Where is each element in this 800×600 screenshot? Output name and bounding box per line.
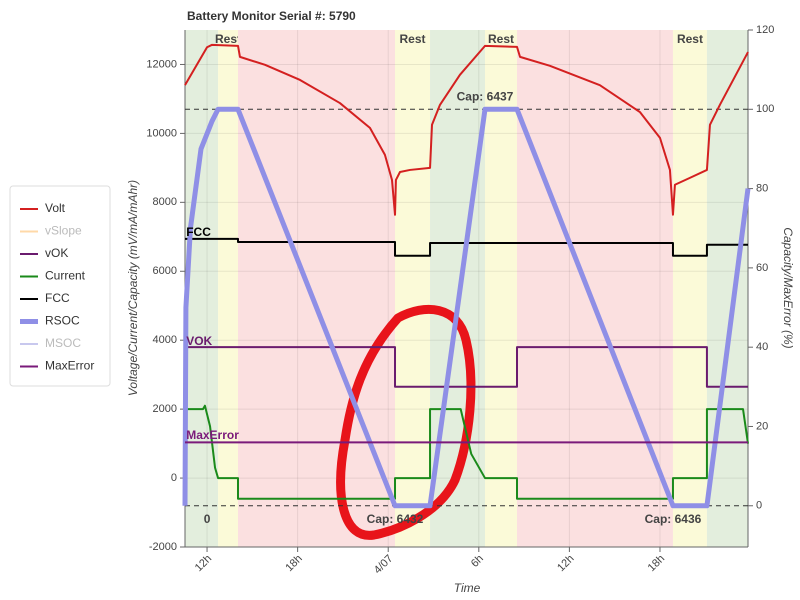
hand-drawn-circle bbox=[336, 304, 476, 540]
region-label: Rest bbox=[488, 32, 514, 46]
y-tick-label: -2000 bbox=[149, 541, 177, 553]
x-tick-label: 18h bbox=[283, 553, 304, 574]
y-tick-label: 10000 bbox=[146, 127, 177, 139]
x-tick-label: 6h bbox=[469, 553, 486, 570]
y-axis-label: Voltage/Current/Capacity (mV/mA/mAhr) bbox=[126, 180, 140, 396]
legend-label: FCC bbox=[45, 291, 70, 305]
region-label: Rest bbox=[677, 32, 703, 46]
annotation: Cap: 6437 bbox=[457, 90, 514, 104]
series-line bbox=[185, 404, 749, 500]
x-tick-label: 4/07 bbox=[372, 553, 396, 577]
annotation: FCC bbox=[186, 225, 211, 239]
legend-label: Volt bbox=[45, 201, 66, 215]
region bbox=[395, 30, 431, 547]
y-tick-label: 0 bbox=[171, 472, 177, 484]
series-line bbox=[182, 106, 751, 509]
x-axis-label: Time bbox=[454, 581, 481, 595]
chart-title: Battery Monitor Serial #: 5790 bbox=[187, 9, 356, 23]
y-tick-label: 12000 bbox=[146, 58, 177, 70]
y2-tick-label: 100 bbox=[756, 103, 774, 115]
y-tick-label: 4000 bbox=[153, 334, 177, 346]
y2-tick-label: 20 bbox=[756, 420, 768, 432]
legend-label: vOK bbox=[45, 246, 68, 260]
y2-tick-label: 0 bbox=[756, 500, 762, 512]
region bbox=[185, 30, 219, 547]
series-line bbox=[185, 346, 748, 388]
y-tick-label: 8000 bbox=[153, 196, 177, 208]
legend-box bbox=[9, 185, 111, 387]
legend-label: RSOC bbox=[45, 314, 80, 328]
annotation: VOK bbox=[186, 334, 212, 348]
series-line bbox=[184, 43, 749, 216]
annotation: 0 bbox=[204, 512, 211, 526]
y2-axis-label: Capacity/MaxError (%) bbox=[781, 227, 795, 348]
region bbox=[218, 30, 238, 547]
x-tick-label: 12h bbox=[555, 553, 576, 574]
annotation: Cap: 6436 bbox=[645, 512, 702, 526]
annotation: MaxError bbox=[186, 428, 239, 442]
y-tick-label: 6000 bbox=[153, 265, 177, 277]
y2-tick-label: 60 bbox=[756, 262, 768, 274]
legend-label: MSOC bbox=[45, 336, 81, 350]
y2-tick-label: 40 bbox=[756, 341, 768, 353]
plot-area: Rest Rest Rest Rest bbox=[185, 30, 748, 548]
y2-tick-label: 80 bbox=[756, 182, 768, 194]
series-line bbox=[185, 237, 748, 257]
region bbox=[484, 30, 518, 547]
y2-tick-label: 120 bbox=[756, 24, 774, 36]
x-tick-label: 12h bbox=[193, 553, 214, 574]
legend-label: vSlope bbox=[45, 224, 82, 238]
legend-label: Current bbox=[45, 269, 86, 283]
region bbox=[672, 30, 707, 547]
y-tick-label: 2000 bbox=[153, 403, 177, 415]
legend-label: MaxError bbox=[45, 359, 94, 373]
region bbox=[517, 30, 673, 547]
region-label: Rest bbox=[400, 32, 426, 46]
annotation: Cap: 6432 bbox=[367, 512, 424, 526]
region bbox=[237, 30, 396, 547]
legend: Volt vSlope vOK Current FCC RSOC MSOC MaxError bbox=[20, 201, 94, 373]
x-tick-label: 18h bbox=[646, 553, 667, 574]
region-label: Rest bbox=[215, 32, 241, 46]
